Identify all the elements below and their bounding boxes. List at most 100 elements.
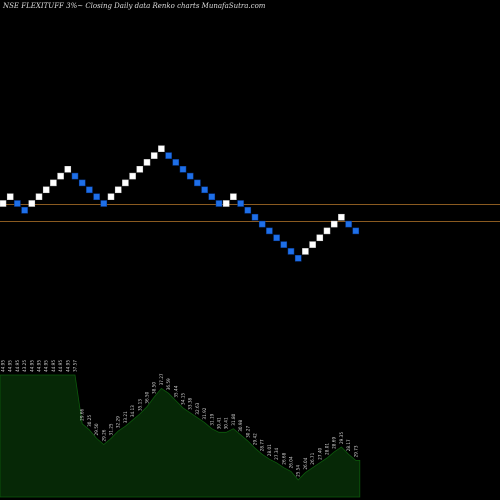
renko-bricks <box>0 145 360 262</box>
renko-brick-up <box>129 172 136 180</box>
renko-brick-down <box>71 172 79 180</box>
renko-brick-up <box>122 179 129 187</box>
renko-brick-up <box>323 227 331 235</box>
renko-brick-up <box>0 200 7 207</box>
volume-value-label: 35.44 <box>173 385 178 397</box>
renko-brick-down <box>294 255 302 262</box>
renko-brick-down <box>345 220 352 228</box>
volume-value-label: 32.63 <box>195 402 200 414</box>
volume-value-label: 29.26 <box>101 429 106 441</box>
volume-value-label: 30.25 <box>87 415 92 427</box>
volume-value-label: 26.04 <box>289 456 294 468</box>
renko-brick-up <box>330 220 338 228</box>
renko-brick-down <box>251 213 259 221</box>
volume-value-label: 26.04 <box>303 457 308 469</box>
renko-brick-up <box>107 193 115 200</box>
renko-brick-up <box>150 152 158 159</box>
volume-value-label: 31.19 <box>209 413 214 425</box>
renko-brick-down <box>201 186 208 194</box>
renko-brick-up <box>302 248 309 255</box>
renko-brick-up <box>28 200 36 207</box>
renko-brick-up <box>50 179 57 187</box>
renko-brick-down <box>21 207 28 214</box>
volume-value-label: 44.95 <box>58 360 63 372</box>
renko-brick-up <box>230 193 237 200</box>
volume-value-label: 29.73 <box>353 445 358 457</box>
renko-brick-down <box>258 220 266 228</box>
volume-value-label: 44.95 <box>29 360 34 372</box>
volume-value-label: 28.77 <box>260 439 265 451</box>
volume-value-label: 25.54 <box>296 465 301 477</box>
volume-value-label: 26.71 <box>310 452 315 464</box>
renko-brick-down <box>14 200 21 207</box>
renko-brick-down <box>244 207 252 214</box>
renko-brick-up <box>6 193 14 200</box>
renko-brick-up <box>136 166 144 173</box>
renko-brick-down <box>273 234 280 242</box>
volume-value-label: 36.50 <box>145 391 150 403</box>
renko-brick-up <box>222 200 230 207</box>
volume-value-label: 38.50 <box>152 382 157 394</box>
renko-brick-up <box>42 186 50 194</box>
volume-value-label: 31.80 <box>231 413 236 425</box>
volume-value-label: 44.95 <box>44 360 49 372</box>
volume-value-label: 44.95 <box>1 360 6 372</box>
volume-value-label: 34.15 <box>181 393 186 405</box>
volume-value-label: 44.95 <box>15 360 20 372</box>
volume-value-label: 33.38 <box>188 397 193 409</box>
renko-brick-up <box>35 193 43 200</box>
volume-value-label: 30.41 <box>217 417 222 429</box>
volume-value-label: 29.66 <box>80 408 85 420</box>
renko-brick-down <box>266 227 273 235</box>
volume-value-label: 27.40 <box>317 448 322 460</box>
renko-brick-down <box>165 152 172 159</box>
volume-value-label: 44.95 <box>51 360 56 372</box>
renko-brick-down <box>86 186 93 194</box>
volume-value-label: 28.69 <box>332 437 337 449</box>
renko-brick-down <box>194 179 201 187</box>
volume-value-label: 44.95 <box>65 360 70 372</box>
renko-brick-up <box>309 241 316 248</box>
volume-value-label: 29.42 <box>253 433 258 445</box>
volume-value-label: 27.34 <box>274 448 279 460</box>
volume-value-label: 30.98 <box>238 419 243 431</box>
volume-value-label: 28.01 <box>267 444 272 456</box>
renko-brick-down <box>172 159 180 166</box>
volume-value-label: 29.35 <box>339 432 344 444</box>
renko-brick-down <box>215 200 223 207</box>
volume-value-label: 29.50 <box>94 423 99 435</box>
volume-value-label: 30.27 <box>245 426 250 438</box>
volume-value-label: 44.95 <box>37 360 42 372</box>
volume-value-label: 32.29 <box>116 416 121 428</box>
volume-value-label: 36.59 <box>166 378 171 390</box>
volume-value-label: 30.41 <box>224 417 229 429</box>
volume-value-label: 31.92 <box>202 407 207 419</box>
volume-value-label: 35.13 <box>137 399 142 411</box>
volume-value-label: 28.01 <box>325 443 330 455</box>
renko-brick-up <box>64 166 72 173</box>
renko-brick-up <box>143 159 151 166</box>
volume-value-label: 31.25 <box>109 423 114 435</box>
volume-value-label: 37.27 <box>159 373 164 385</box>
volume-value-label: 37.57 <box>73 360 78 372</box>
renko-brick-down <box>100 200 108 207</box>
renko-brick-down <box>208 193 216 200</box>
renko-brick-up <box>158 145 165 152</box>
renko-brick-down <box>93 193 100 200</box>
renko-brick-up <box>57 172 64 180</box>
reference-lines <box>0 204 500 222</box>
renko-brick-up <box>316 234 324 242</box>
renko-brick-down <box>287 248 295 255</box>
chart-title: NSE FLEXITUFF 3%~ Closing Daily data Ren… <box>3 2 266 10</box>
renko-brick-down <box>179 166 187 173</box>
volume-value-label: 28.17 <box>346 439 351 451</box>
volume-value-label: 26.68 <box>281 452 286 464</box>
volume-value-label: 34.13 <box>130 405 135 417</box>
volume-labels: 44.95 44.95 44.95 43.25 44.95 44.95 44.95 44.95… <box>1 360 359 477</box>
renko-brick-down <box>237 200 244 207</box>
renko-brick-down <box>280 241 288 248</box>
volume-value-label: 33.21 <box>123 411 128 423</box>
volume-value-label: 43.25 <box>22 360 27 372</box>
volume-area <box>0 374 361 498</box>
